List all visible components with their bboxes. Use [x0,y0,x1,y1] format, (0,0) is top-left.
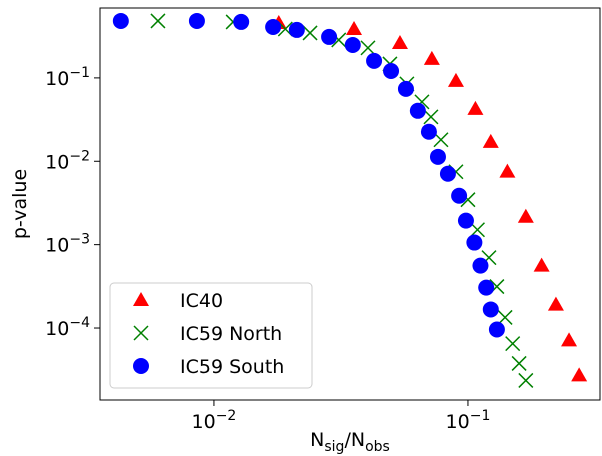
x-marker [360,40,376,56]
circle-marker [321,28,338,45]
triangle-marker [467,100,484,115]
circle-marker [478,279,495,296]
triangle-marker [571,367,588,382]
circle-marker [466,234,483,251]
circle-marker [188,12,205,29]
y-tick-label: 10−2 [45,148,90,173]
triangle-marker [561,332,578,347]
circle-marker [397,80,414,97]
plot-frame [99,7,601,401]
legend: IC40 IC59 North IC59 South [109,282,313,389]
x-tick-label: 10−1 [446,408,491,433]
legend-label: IC59 South [180,356,284,378]
circle-marker [233,13,250,30]
x-marker [511,355,527,371]
triangle-marker [533,257,550,272]
x-marker [133,325,149,341]
circle-marker [112,12,129,29]
y-tick-label: 10−3 [45,232,90,257]
triangle-marker [517,208,534,223]
triangle-marker [499,163,516,178]
triangle-marker [423,50,440,65]
circle-marker [265,18,282,35]
circle-marker [366,52,383,69]
x-tick-label: 10−2 [192,408,237,433]
x-marker [469,222,485,238]
x-marker [433,132,449,148]
circle-marker [133,358,149,374]
x-marker [423,109,439,125]
triangle-marker [133,292,149,306]
x-axis-label: Nsig/Nobs [310,429,390,455]
triangle-marker [346,20,363,35]
legend-box [109,282,313,389]
x-marker [150,13,166,29]
triangle-marker [391,35,408,50]
triangle-marker [447,72,464,87]
circle-marker [472,257,489,274]
circle-marker [409,102,426,119]
circle-marker [383,62,400,79]
triangle-marker [547,296,564,311]
y-tick-label: 10−1 [45,65,90,90]
legend-label: IC40 [180,290,223,312]
y-axis-label: p-value [9,169,31,239]
circle-marker [429,148,446,165]
triangle-marker [482,133,499,148]
circle-marker [344,37,361,54]
x-marker [505,336,521,352]
x-marker [518,372,534,388]
circle-marker [451,187,468,204]
circle-marker [288,21,305,38]
circle-marker [420,123,437,140]
circle-marker [488,321,505,338]
legend-label: IC59 North [180,323,282,345]
circle-marker [439,165,456,182]
circle-marker [457,212,474,229]
circle-marker [482,301,499,318]
x-marker [302,25,318,41]
y-tick-label: 10−4 [45,315,90,340]
x-marker [497,309,513,325]
